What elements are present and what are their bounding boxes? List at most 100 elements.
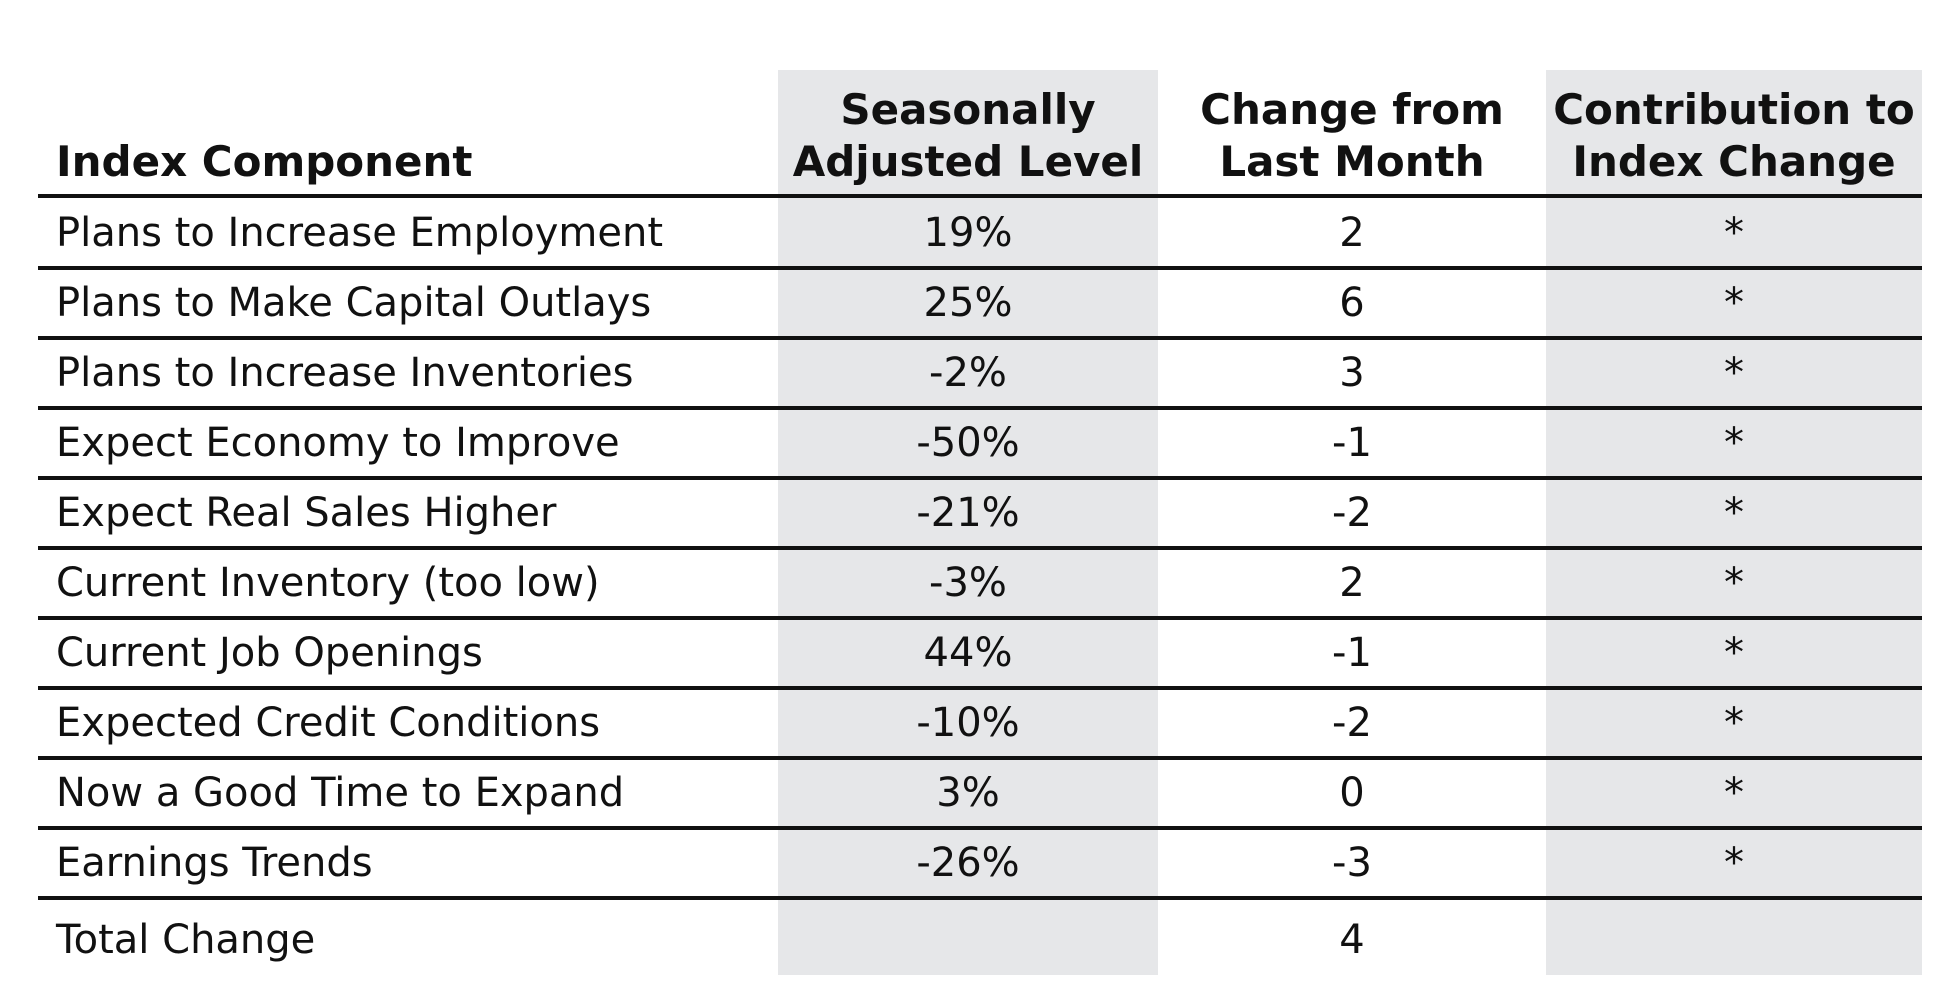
cell-component-text: Earnings Trends xyxy=(56,840,373,886)
row-divider xyxy=(38,686,1922,690)
cell-change: 2 xyxy=(1158,198,1546,268)
cell-level: -2% xyxy=(778,338,1158,408)
row-divider xyxy=(38,826,1922,830)
cell-level: -10% xyxy=(778,688,1158,758)
row-divider xyxy=(38,194,1922,198)
cell-level-text: -10% xyxy=(916,700,1020,746)
cell-contribution-text: * xyxy=(1724,560,1744,606)
cell-contribution-text: * xyxy=(1724,490,1744,536)
cell-component: Earnings Trends xyxy=(56,828,756,898)
table-row: Expected Credit Conditions -10% -2 * xyxy=(38,688,1922,758)
cell-change: 2 xyxy=(1158,548,1546,618)
cell-change-text: -2 xyxy=(1332,490,1372,536)
header-index-component: Index Component xyxy=(56,70,756,194)
row-divider xyxy=(38,616,1922,620)
cell-level-text: 25% xyxy=(923,280,1013,326)
contribution-column-shading xyxy=(1546,70,1922,975)
cell-change-text: 0 xyxy=(1339,770,1365,816)
cell-component-text: Plans to Increase Inventories xyxy=(56,350,634,396)
cell-level-text: 19% xyxy=(923,210,1013,256)
cell-contribution: * xyxy=(1546,618,1922,688)
cell-component: Plans to Increase Employment xyxy=(56,198,756,268)
row-divider xyxy=(38,896,1922,900)
row-divider xyxy=(38,336,1922,340)
cell-component: Plans to Increase Inventories xyxy=(56,338,756,408)
cell-contribution: * xyxy=(1546,338,1922,408)
total-change: 4 xyxy=(1158,900,1546,980)
cell-component: Current Inventory (too low) xyxy=(56,548,756,618)
table-row: Earnings Trends -26% -3 * xyxy=(38,828,1922,898)
header-contribution-label: Contribution to Index Change xyxy=(1553,85,1915,186)
cell-change: 6 xyxy=(1158,268,1546,338)
cell-contribution: * xyxy=(1546,688,1922,758)
cell-component-text: Expect Real Sales Higher xyxy=(56,490,557,536)
cell-component: Expected Credit Conditions xyxy=(56,688,756,758)
cell-contribution: * xyxy=(1546,478,1922,548)
cell-contribution: * xyxy=(1546,758,1922,828)
cell-component-text: Now a Good Time to Expand xyxy=(56,770,625,816)
cell-level-text: -2% xyxy=(929,350,1007,396)
cell-change-text: -2 xyxy=(1332,700,1372,746)
cell-change-text: -3 xyxy=(1332,840,1372,886)
cell-component-text: Plans to Make Capital Outlays xyxy=(56,280,652,326)
header-contribution-to-index-change: Contribution to Index Change xyxy=(1546,70,1922,194)
cell-change-text: 2 xyxy=(1339,210,1365,256)
cell-level-text: -50% xyxy=(916,420,1020,466)
cell-contribution-text: * xyxy=(1724,420,1744,466)
cell-change-text: 6 xyxy=(1339,280,1365,326)
cell-level: 3% xyxy=(778,758,1158,828)
cell-level-text: -3% xyxy=(929,560,1007,606)
cell-component: Current Job Openings xyxy=(56,618,756,688)
cell-level: -3% xyxy=(778,548,1158,618)
cell-change: -2 xyxy=(1158,688,1546,758)
cell-component: Plans to Make Capital Outlays xyxy=(56,268,756,338)
cell-contribution: * xyxy=(1546,828,1922,898)
table-row: Plans to Make Capital Outlays 25% 6 * xyxy=(38,268,1922,338)
cell-contribution: * xyxy=(1546,548,1922,618)
cell-change: -1 xyxy=(1158,618,1546,688)
cell-component-text: Expected Credit Conditions xyxy=(56,700,601,746)
table-row: Expect Real Sales Higher -21% -2 * xyxy=(38,478,1922,548)
cell-contribution-text: * xyxy=(1724,770,1744,816)
table-row: Now a Good Time to Expand 3% 0 * xyxy=(38,758,1922,828)
cell-component-text: Current Job Openings xyxy=(56,630,483,676)
header-level-label: Seasonally Adjusted Level xyxy=(792,85,1144,186)
cell-level: -26% xyxy=(778,828,1158,898)
cell-level: 44% xyxy=(778,618,1158,688)
table-header-row: Index Component Seasonally Adjusted Leve… xyxy=(38,70,1922,194)
header-change-label: Change from Last Month xyxy=(1200,85,1504,186)
cell-contribution-text: * xyxy=(1724,840,1744,886)
cell-contribution: * xyxy=(1546,268,1922,338)
cell-change: 3 xyxy=(1158,338,1546,408)
cell-contribution-text: * xyxy=(1724,630,1744,676)
cell-component-text: Current Inventory (too low) xyxy=(56,560,600,606)
table-row: Expect Economy to Improve -50% -1 * xyxy=(38,408,1922,478)
row-divider xyxy=(38,546,1922,550)
table-row: Plans to Increase Employment 19% 2 * xyxy=(38,198,1922,268)
cell-contribution-text: * xyxy=(1724,210,1744,256)
cell-contribution-text: * xyxy=(1724,350,1744,396)
cell-component: Expect Economy to Improve xyxy=(56,408,756,478)
cell-change-text: -1 xyxy=(1332,630,1372,676)
table-row: Plans to Increase Inventories -2% 3 * xyxy=(38,338,1922,408)
cell-level: -50% xyxy=(778,408,1158,478)
cell-level-text: -21% xyxy=(916,490,1020,536)
cell-change: -3 xyxy=(1158,828,1546,898)
total-row: Total Change 4 xyxy=(38,900,1922,980)
cell-change-text: -1 xyxy=(1332,420,1372,466)
cell-change-text: 2 xyxy=(1339,560,1365,606)
cell-level: 19% xyxy=(778,198,1158,268)
cell-level-text: 3% xyxy=(936,770,1000,816)
header-index-component-label: Index Component xyxy=(56,137,473,186)
total-level xyxy=(778,900,1158,980)
cell-component: Now a Good Time to Expand xyxy=(56,758,756,828)
total-component: Total Change xyxy=(56,900,756,980)
row-divider xyxy=(38,476,1922,480)
cell-change-text: 3 xyxy=(1339,350,1365,396)
row-divider xyxy=(38,266,1922,270)
cell-component: Expect Real Sales Higher xyxy=(56,478,756,548)
cell-level: 25% xyxy=(778,268,1158,338)
total-contribution xyxy=(1546,900,1922,980)
cell-level-text: 44% xyxy=(923,630,1013,676)
cell-contribution: * xyxy=(1546,408,1922,478)
